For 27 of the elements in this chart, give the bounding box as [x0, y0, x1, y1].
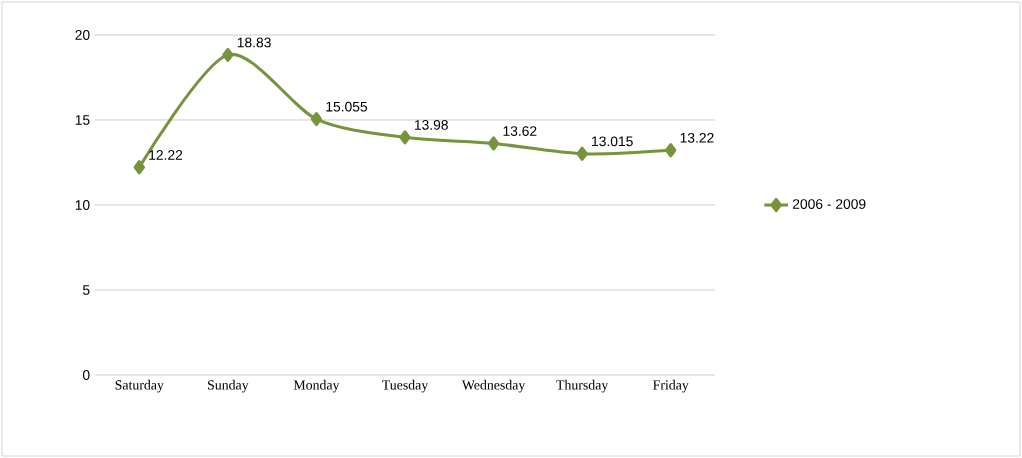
y-tick-label: 10 — [75, 200, 90, 210]
point — [576, 146, 588, 161]
x-tick-label: Monday — [293, 379, 340, 393]
data-label: 18.83 — [237, 37, 271, 48]
x-tick-label: Sunday — [208, 379, 249, 393]
x-tick-label: Saturday — [115, 379, 164, 393]
data-label: 13.62 — [503, 126, 537, 136]
point — [310, 112, 323, 127]
data-label: 12.22 — [149, 150, 183, 160]
data-label: 15.055 — [326, 101, 368, 112]
legend-label: 2006 - 2009 — [792, 199, 866, 209]
point — [399, 130, 411, 145]
data-label: 13.22 — [680, 132, 714, 143]
point — [487, 136, 500, 151]
x-tick-label: Friday — [653, 379, 689, 393]
point — [133, 160, 145, 175]
point — [222, 47, 234, 62]
x-tick-label: Wednesday — [461, 379, 526, 393]
x-tick-label: Tuesday — [382, 379, 429, 393]
y-tick-label: 0 — [82, 370, 90, 380]
data-label: 13.98 — [414, 120, 448, 130]
x-tick-label: Thursday — [556, 379, 609, 393]
point — [665, 143, 677, 158]
data-label: 13.015 — [592, 136, 633, 147]
y-tick-label: 20 — [75, 30, 90, 40]
y-tick-label: 15 — [75, 115, 90, 125]
y-tick-label: 5 — [82, 285, 90, 295]
